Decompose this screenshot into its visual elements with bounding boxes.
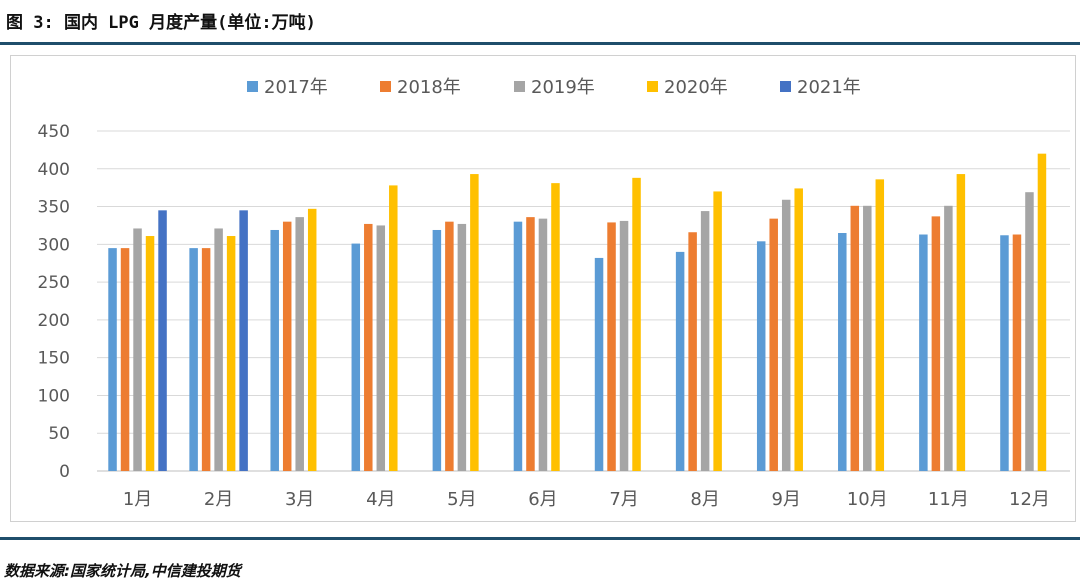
lpg-production-bar-chart: 0 50 100 150 200 250 300 350 400 450 1月 2月 3月 4月 5月 6月… <box>38 77 1070 510</box>
bar-2017年-4月 <box>351 243 361 471</box>
bar-2018年-2月 <box>201 248 211 471</box>
bar-2018年-8月 <box>688 232 697 471</box>
bottom-divider <box>0 537 1080 540</box>
bar-2018年-4月 <box>364 223 373 471</box>
bar-2018年-6月 <box>526 217 535 471</box>
x-tick-label: 10月 <box>847 489 888 510</box>
bar-2019年-11月 <box>944 205 953 472</box>
bar-2020年-9月 <box>794 188 803 471</box>
y-axis: 0 50 100 150 200 250 300 350 400 450 <box>38 122 70 482</box>
x-tick-label: 12月 <box>1009 489 1050 510</box>
bar-2017年-12月 <box>1000 235 1009 471</box>
bar-2019年-2月 <box>214 228 223 471</box>
legend-swatch <box>380 81 391 92</box>
legend-swatch <box>780 81 791 92</box>
legend-swatch <box>247 81 258 92</box>
legend-label: 2021年 <box>797 77 861 98</box>
bar-2018年-9月 <box>769 218 778 471</box>
bar-2019年-1月 <box>133 228 142 471</box>
bar-2018年-10月 <box>850 205 860 472</box>
bar-2020年-11月 <box>956 174 966 472</box>
bar-2017年-10月 <box>838 233 847 471</box>
bar-2020年-8月 <box>713 191 722 471</box>
legend-label: 2017年 <box>264 77 328 98</box>
x-tick-label: 7月 <box>609 489 638 510</box>
bar-2018年-3月 <box>282 221 292 471</box>
bar-2019年-10月 <box>863 205 872 472</box>
bar-2020年-10月 <box>875 179 885 471</box>
x-tick-label: 9月 <box>771 489 800 510</box>
x-tick-label: 8月 <box>690 489 719 510</box>
bar-2020年-3月 <box>307 208 317 472</box>
y-tick-label: 100 <box>38 386 70 406</box>
bar-2019年-5月 <box>457 223 467 471</box>
x-tick-label: 2月 <box>204 489 233 510</box>
bar-2019年-8月 <box>700 211 710 472</box>
y-tick-label: 250 <box>38 273 70 293</box>
y-tick-label: 450 <box>38 122 70 142</box>
bar-2020年-5月 <box>470 174 479 472</box>
legend-label: 2019年 <box>531 77 595 98</box>
bar-2017年-7月 <box>594 257 604 471</box>
top-divider <box>0 42 1080 45</box>
bars <box>108 153 1047 472</box>
bar-2017年-6月 <box>513 221 523 471</box>
x-tick-label: 3月 <box>285 489 314 510</box>
data-source-note: 数据来源:国家统计局,中信建投期货 <box>4 562 241 580</box>
legend-swatch <box>514 81 525 92</box>
y-tick-label: 300 <box>38 235 70 255</box>
bar-2017年-8月 <box>675 251 685 471</box>
bar-2020年-2月 <box>226 236 236 471</box>
legend: 2017年 2018年 2019年 2020年 2021年 <box>247 77 861 98</box>
bar-2018年-11月 <box>931 216 941 471</box>
bar-2019年-9月 <box>781 199 791 471</box>
bar-2018年-12月 <box>1012 234 1022 471</box>
bar-2017年-3月 <box>270 229 279 471</box>
chart-frame: 0 50 100 150 200 250 300 350 400 450 1月 2月 3月 4月 5月 6月… <box>10 55 1076 522</box>
y-tick-label: 400 <box>38 160 70 180</box>
bar-2020年-6月 <box>551 183 560 471</box>
bar-2017年-9月 <box>756 241 766 471</box>
bar-2020年-12月 <box>1037 153 1047 471</box>
bar-2018年-5月 <box>445 221 454 471</box>
x-tick-label: 11月 <box>928 489 969 510</box>
bar-2019年-12月 <box>1025 192 1034 471</box>
bar-2017年-11月 <box>919 234 928 471</box>
bar-2021年-2月 <box>239 210 248 472</box>
y-tick-label: 50 <box>48 424 70 444</box>
x-tick-label: 1月 <box>123 489 152 510</box>
y-tick-label: 350 <box>38 198 70 218</box>
bar-2017年-2月 <box>189 248 198 471</box>
x-axis: 1月 2月 3月 4月 5月 6月 7月 8月 9月 10月 11月 12月 <box>123 489 1050 510</box>
bar-2019年-3月 <box>295 217 304 471</box>
bar-2019年-4月 <box>376 225 386 471</box>
x-tick-label: 6月 <box>528 489 557 510</box>
bar-2017年-1月 <box>108 248 117 471</box>
bar-2018年-7月 <box>607 222 616 471</box>
y-tick-label: 0 <box>59 462 70 482</box>
x-tick-label: 5月 <box>447 489 476 510</box>
bar-2020年-1月 <box>145 236 155 471</box>
bar-2019年-7月 <box>619 220 629 471</box>
bar-2019年-6月 <box>538 218 548 471</box>
gridlines <box>97 130 1070 472</box>
figure-title: 图 3: 国内 LPG 月度产量(单位:万吨) <box>6 13 316 33</box>
legend-label: 2020年 <box>664 77 728 98</box>
bar-2020年-4月 <box>389 185 398 471</box>
y-tick-label: 150 <box>38 349 70 369</box>
legend-label: 2018年 <box>397 77 461 98</box>
bar-2018年-1月 <box>120 248 130 471</box>
bar-2020年-7月 <box>632 177 641 471</box>
legend-swatch <box>647 81 658 92</box>
y-tick-label: 200 <box>38 311 70 331</box>
bar-2017年-5月 <box>432 229 442 471</box>
x-tick-label: 4月 <box>366 489 395 510</box>
bar-2021年-1月 <box>158 210 167 472</box>
